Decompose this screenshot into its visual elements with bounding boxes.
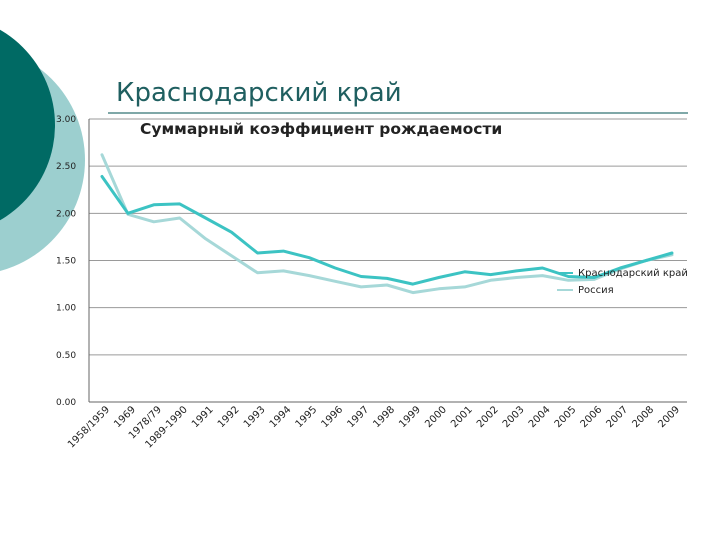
- y-tick-label: 2.50: [56, 162, 76, 172]
- x-tick-label: 1999: [397, 404, 423, 430]
- x-tick-label: 2006: [579, 404, 605, 430]
- x-tick-label: 2002: [475, 404, 501, 430]
- x-tick-label: 1995: [294, 404, 320, 430]
- x-tick-label: 2003: [501, 404, 527, 430]
- y-tick-label: 1.50: [56, 257, 76, 267]
- dark-circle-decoration: [0, 29, 55, 221]
- x-tick-label: 2007: [605, 404, 631, 430]
- y-tick-label: 0.50: [56, 351, 76, 361]
- x-tick-label: 2004: [527, 404, 553, 430]
- series-line-krasnodar: [100, 175, 674, 286]
- x-tick-label: 1993: [242, 404, 268, 430]
- y-tick-label: 1.00: [56, 304, 76, 314]
- x-tick-label: 1997: [345, 404, 371, 430]
- x-tick-label: 1991: [190, 404, 216, 430]
- x-tick-label: 1994: [268, 404, 294, 430]
- legend-label: Краснодарский край: [578, 268, 688, 279]
- x-tick-label: 2000: [423, 404, 449, 430]
- y-tick-label: 2.00: [56, 209, 76, 219]
- x-tick-label: 2001: [449, 404, 475, 430]
- title-rule: [108, 112, 688, 114]
- slide-title: Краснодарский край: [116, 78, 402, 108]
- x-tick-label: 2009: [656, 404, 682, 430]
- x-tick-label: 1998: [371, 404, 397, 430]
- chart-title: Суммарный коэффициент рождаемости: [140, 120, 503, 138]
- y-tick-label: 3.00: [56, 115, 76, 125]
- x-tick-label: 2005: [553, 404, 579, 430]
- x-tick-label: 1996: [320, 404, 346, 430]
- x-tick-label: 1992: [216, 404, 242, 430]
- x-tick-label: 1958/1959: [66, 404, 112, 450]
- series-line-russia: [100, 153, 674, 295]
- x-tick-label: 2008: [630, 404, 656, 430]
- legend-label: Россия: [578, 285, 614, 296]
- y-tick-label: 0.00: [56, 398, 76, 408]
